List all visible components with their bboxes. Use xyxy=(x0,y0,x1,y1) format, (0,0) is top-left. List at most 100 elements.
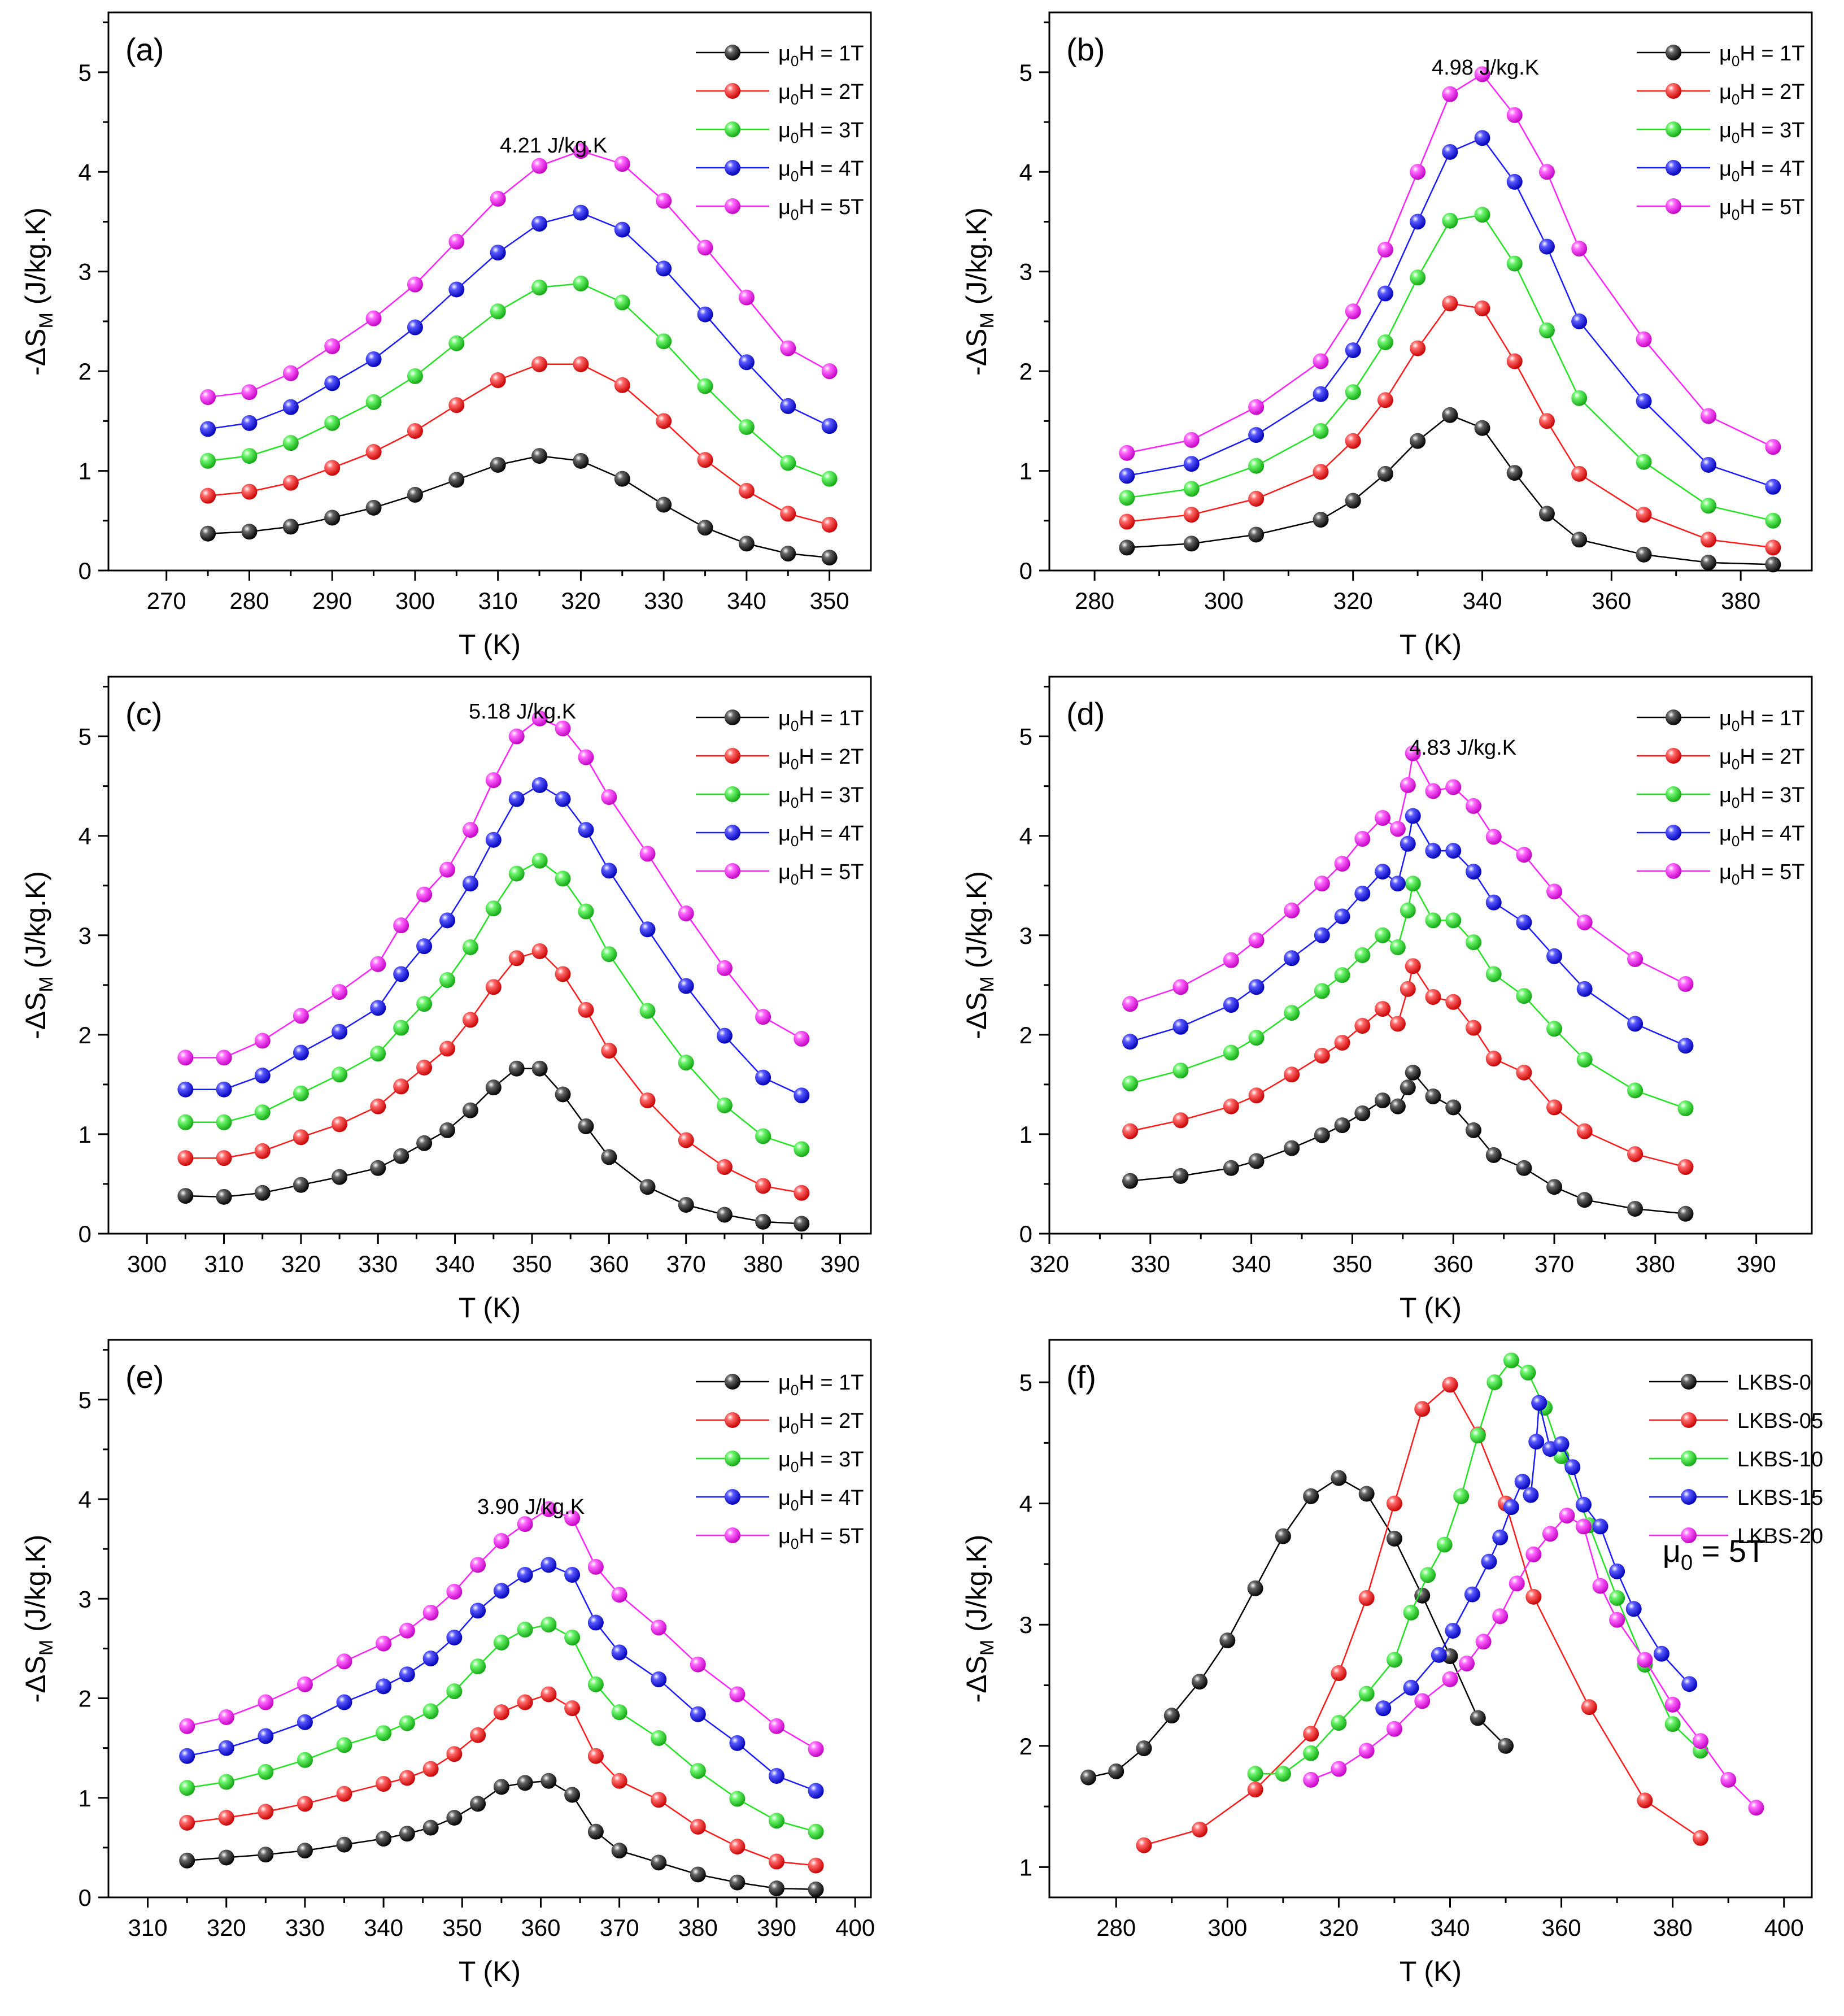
data-point xyxy=(1223,1098,1239,1114)
data-point xyxy=(470,1727,486,1743)
data-point xyxy=(293,1085,309,1101)
data-point xyxy=(611,1773,627,1789)
data-point xyxy=(808,1741,824,1757)
data-point xyxy=(1516,914,1532,930)
data-point xyxy=(1576,981,1593,997)
data-point xyxy=(808,1823,824,1840)
data-point xyxy=(179,1718,195,1734)
y-tick-label: 0 xyxy=(79,558,91,584)
data-point xyxy=(1354,947,1371,963)
data-point xyxy=(1445,994,1462,1010)
data-point xyxy=(1442,407,1458,423)
data-point xyxy=(1576,914,1593,930)
data-point xyxy=(601,863,617,879)
data-point xyxy=(1492,1608,1509,1625)
data-point xyxy=(1354,830,1371,847)
data-point xyxy=(651,1619,667,1636)
data-point xyxy=(639,921,656,938)
data-point xyxy=(200,487,216,504)
data-point xyxy=(1248,1153,1265,1169)
data-point xyxy=(780,506,796,522)
data-point xyxy=(755,1009,771,1025)
data-point xyxy=(1389,821,1406,837)
data-point xyxy=(1538,322,1555,338)
data-point xyxy=(1571,465,1588,482)
data-point xyxy=(407,319,423,336)
data-point xyxy=(470,1557,486,1573)
legend-label: μ0H = 2T xyxy=(778,80,864,108)
data-point xyxy=(656,497,672,513)
data-point xyxy=(1303,1771,1319,1788)
data-point xyxy=(678,1055,694,1071)
y-tick-label: 3 xyxy=(1019,259,1032,285)
data-point xyxy=(324,510,341,526)
y-tick-label: 2 xyxy=(1019,1022,1032,1048)
legend-label: μ0H = 5T xyxy=(778,195,864,223)
data-point xyxy=(1525,1546,1542,1562)
data-point xyxy=(1219,1632,1236,1649)
data-point xyxy=(1470,1427,1486,1444)
legend-label: μ0H = 1T xyxy=(1719,707,1804,734)
data-point xyxy=(1677,976,1694,992)
data-point xyxy=(179,1780,195,1796)
legend-marker xyxy=(1666,786,1681,802)
x-tick-label: 380 xyxy=(1721,587,1760,614)
data-point xyxy=(1525,1588,1542,1605)
y-tick-label: 5 xyxy=(79,1387,91,1413)
data-point xyxy=(393,1078,409,1095)
series-line xyxy=(207,363,830,526)
data-point xyxy=(1677,1205,1694,1222)
data-point xyxy=(200,389,216,406)
x-axis-label: T (K) xyxy=(459,1956,521,1987)
data-point xyxy=(1442,295,1458,312)
data-point xyxy=(517,1694,533,1710)
legend-marker xyxy=(725,825,740,841)
data-point xyxy=(1546,1021,1563,1037)
data-point xyxy=(697,520,713,536)
data-point xyxy=(1183,432,1200,448)
data-point xyxy=(376,1831,392,1847)
data-point xyxy=(531,852,548,869)
data-point xyxy=(446,1746,463,1762)
data-point xyxy=(1520,1364,1536,1381)
data-point xyxy=(656,413,672,429)
data-point xyxy=(531,279,548,295)
data-point xyxy=(490,456,506,473)
data-point xyxy=(470,1658,486,1675)
legend-label: LKBS-0 xyxy=(1737,1371,1811,1395)
x-tick-label: 320 xyxy=(1319,1914,1358,1941)
y-tick-label: 4 xyxy=(79,159,91,185)
data-point xyxy=(808,1857,824,1874)
data-point xyxy=(200,525,216,542)
data-point xyxy=(376,1725,392,1741)
data-point xyxy=(1531,1395,1547,1411)
legend-label: μ0H = 4T xyxy=(778,822,864,850)
data-point xyxy=(1538,238,1555,255)
data-point xyxy=(218,1774,234,1790)
data-point xyxy=(508,728,525,744)
data-point xyxy=(485,900,502,917)
data-point xyxy=(1354,1018,1371,1034)
data-point xyxy=(1474,66,1490,82)
data-point xyxy=(297,1843,313,1859)
data-point xyxy=(697,378,713,394)
legend-label: μ0H = 5T xyxy=(778,860,864,888)
data-point xyxy=(697,306,713,323)
data-point xyxy=(1692,1733,1708,1749)
data-point xyxy=(370,1046,386,1062)
data-point xyxy=(218,1709,234,1725)
data-point xyxy=(490,190,506,207)
legend-marker xyxy=(725,121,740,137)
data-point xyxy=(1485,1051,1502,1067)
data-point xyxy=(1375,1700,1392,1717)
series-line xyxy=(1127,214,1773,522)
data-point xyxy=(517,1621,533,1638)
data-point xyxy=(1576,1123,1593,1139)
data-point xyxy=(1765,556,1781,573)
data-point xyxy=(448,335,465,351)
data-point xyxy=(1331,1715,1347,1731)
panel-label: (d) xyxy=(1066,696,1105,731)
data-point xyxy=(370,1098,386,1114)
data-point xyxy=(656,333,672,350)
data-point xyxy=(1492,1529,1509,1545)
